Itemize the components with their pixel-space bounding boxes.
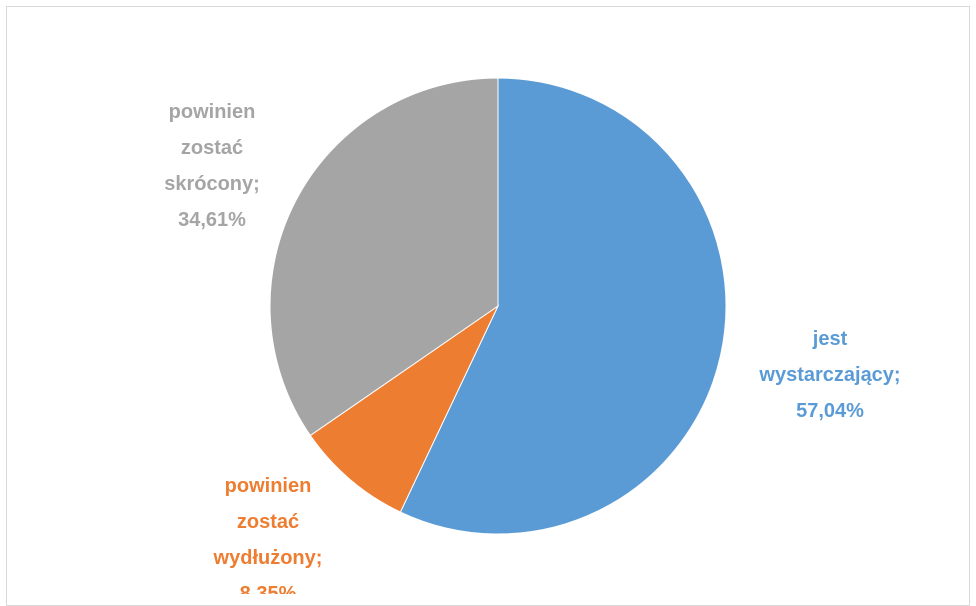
slice-label-line: jest (812, 328, 848, 350)
pie-slice-2 (269, 77, 499, 437)
slice-label-line: powinien (169, 101, 256, 123)
slice-label-line: zostać (181, 137, 243, 159)
slice-label-1: powinien zostać wydłużony; 8,35% (213, 475, 323, 594)
pie-slice-1 (309, 304, 500, 513)
slice-label-line: powinien (225, 475, 312, 497)
pie-slice-0 (399, 77, 727, 535)
slice-label-line: wydłużony; (213, 547, 323, 569)
slice-label-0: jest wystarczający; 57,04% (758, 328, 900, 422)
slice-label-line: wystarczający; (758, 364, 900, 386)
slice-label-line: skrócony; (164, 173, 260, 195)
slice-label-line: zostać (237, 511, 299, 533)
slice-label-line: 34,61% (178, 209, 246, 231)
slice-label-line: 57,04% (796, 400, 864, 422)
slice-label-line: 8,35% (240, 583, 297, 594)
slice-label-2: powinien zostać skrócony; 34,61% (164, 101, 260, 231)
